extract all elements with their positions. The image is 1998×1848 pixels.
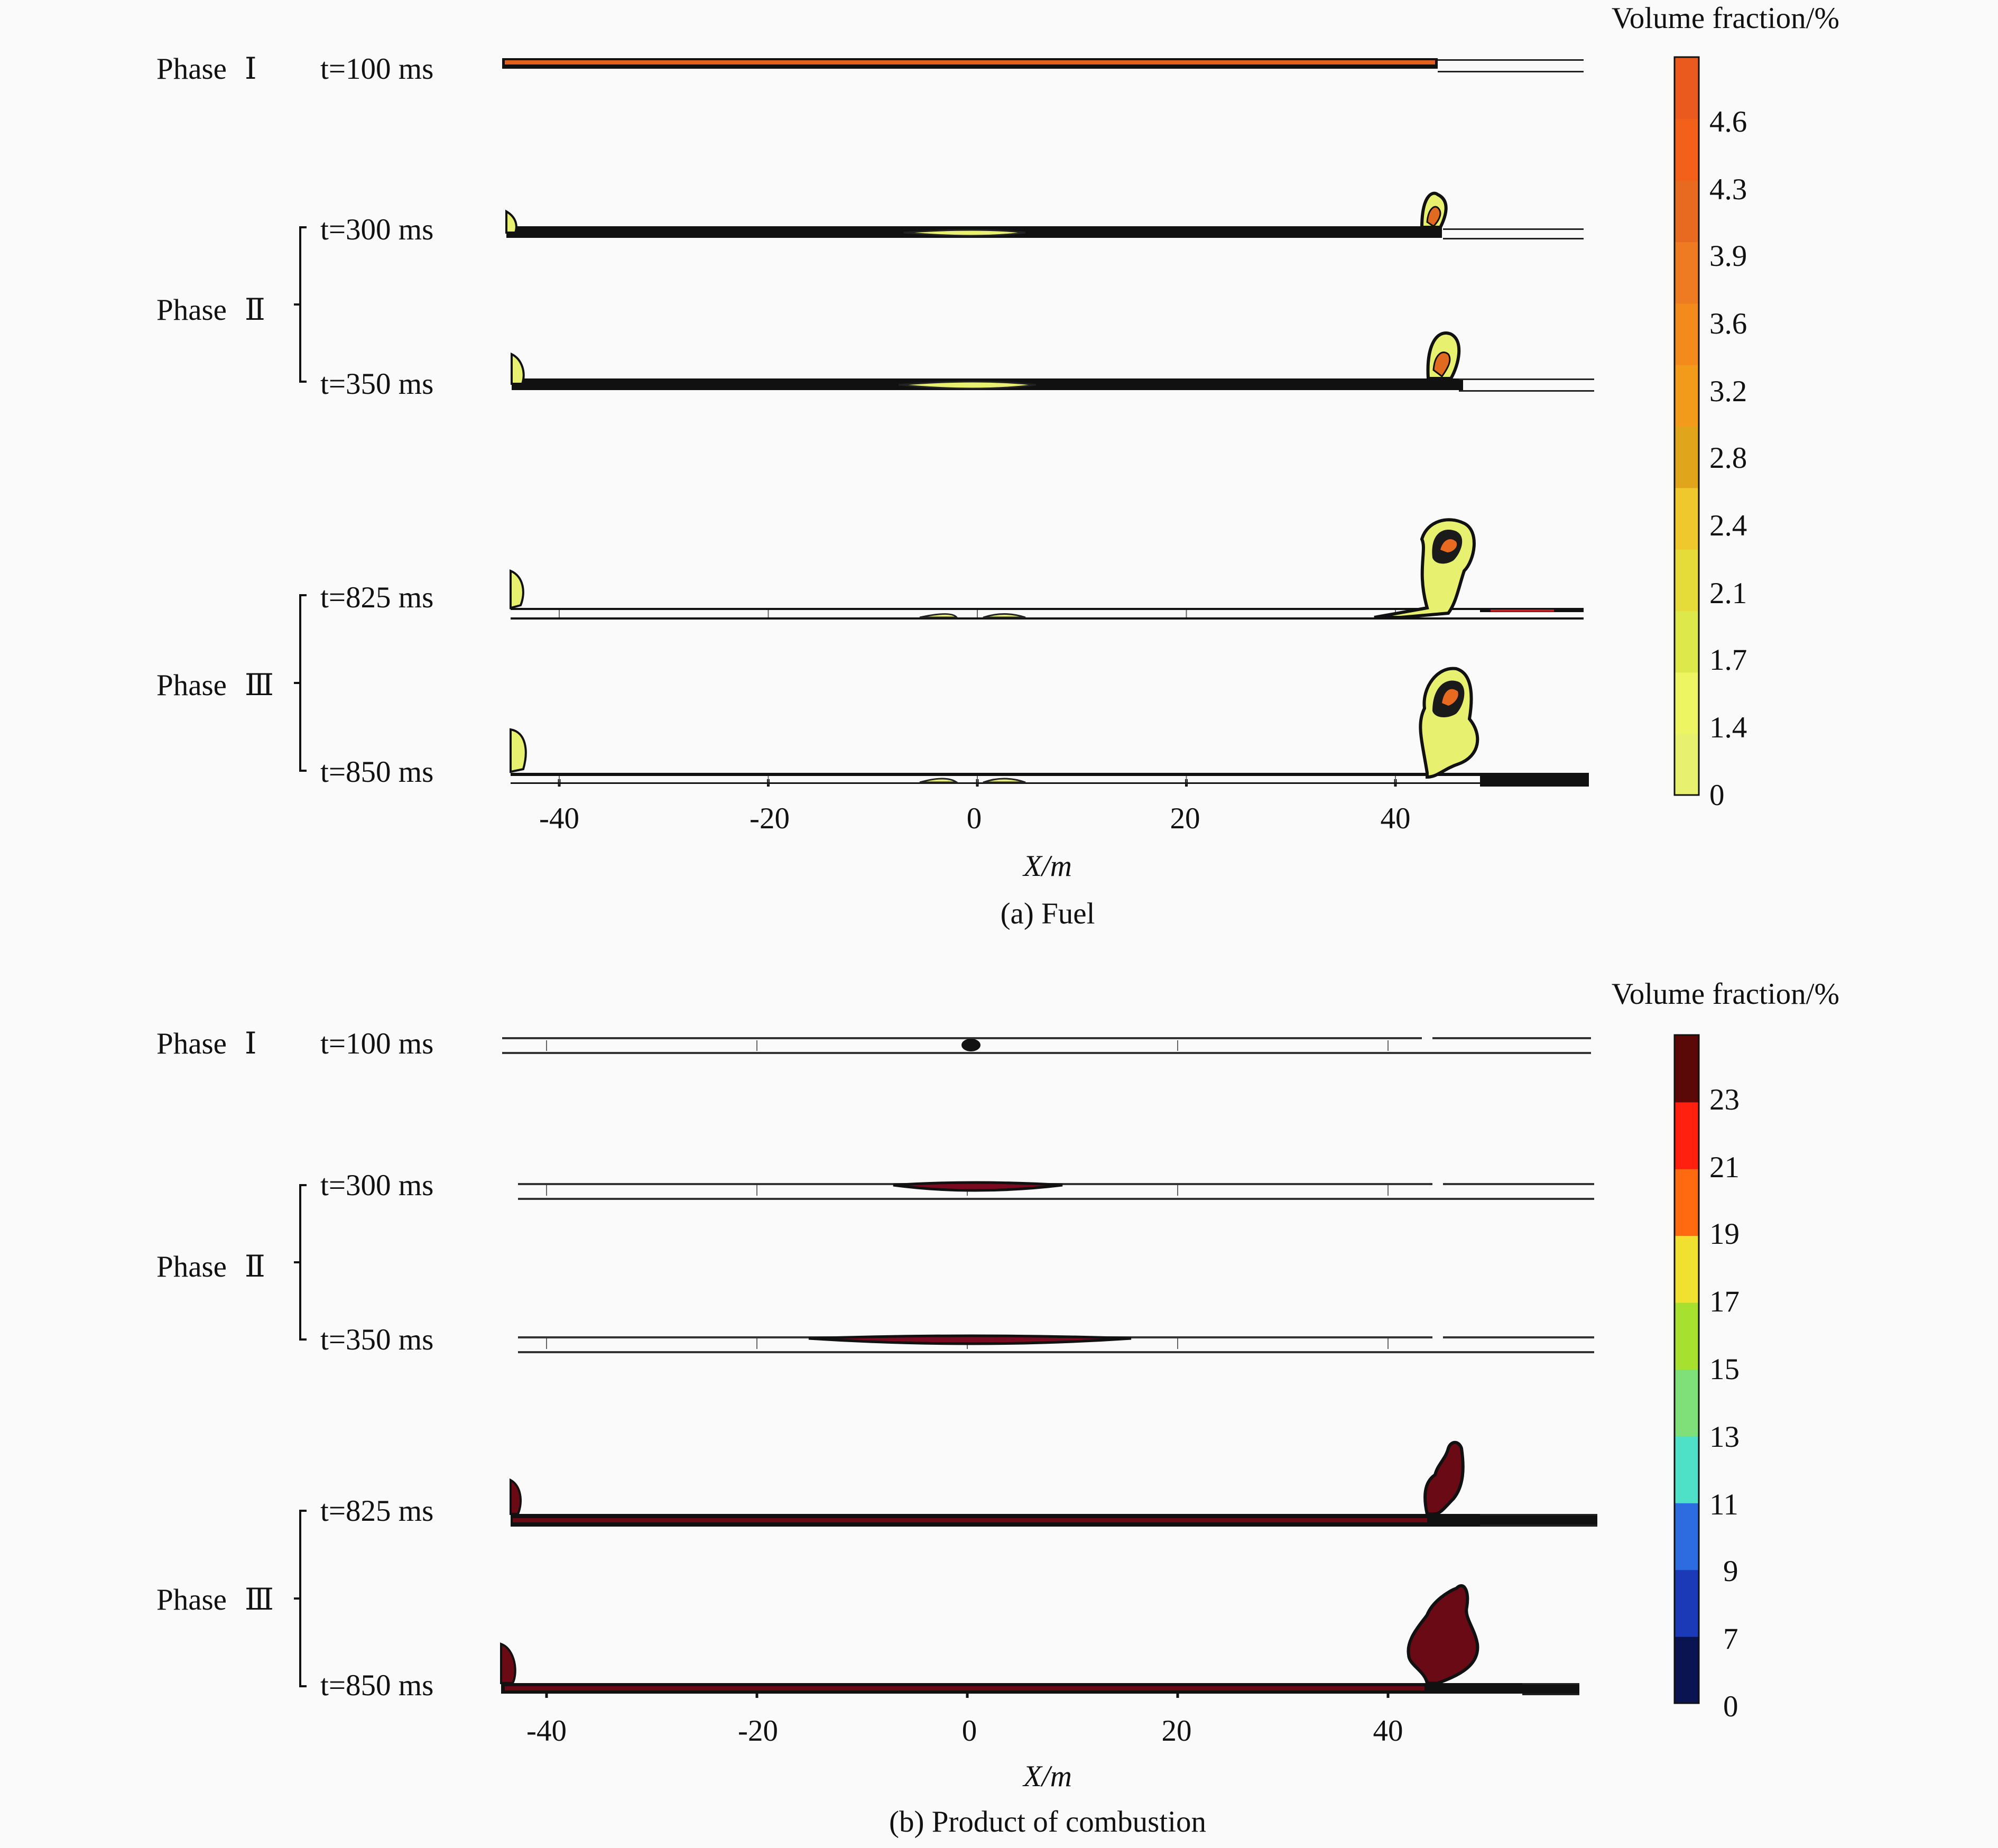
phase-label: Phase Ⅱ bbox=[156, 293, 265, 327]
colorbar-tick: 13 bbox=[1709, 1420, 1740, 1454]
colorbar-tick: 11 bbox=[1709, 1488, 1738, 1521]
phase-label: Phase Ⅱ bbox=[156, 1250, 265, 1283]
colorbar-tick: 17 bbox=[1709, 1285, 1740, 1318]
x-tick-label: 0 bbox=[966, 802, 982, 835]
colorbar-tick: 4.6 bbox=[1709, 105, 1747, 138]
colorbar-tick: 21 bbox=[1709, 1151, 1740, 1184]
colorbar-segment bbox=[1675, 1369, 1699, 1437]
colorbar-segment bbox=[1675, 1569, 1699, 1637]
colorbar-tick: 9 bbox=[1723, 1555, 1738, 1588]
colorbar-segment bbox=[1675, 487, 1699, 550]
colorbar-segment bbox=[1675, 1235, 1699, 1303]
time-label: t=350 ms bbox=[320, 367, 434, 401]
x-tick-label: -40 bbox=[526, 1714, 567, 1748]
x-tick-label: 20 bbox=[1170, 802, 1200, 835]
colorbar-segment bbox=[1675, 1102, 1699, 1169]
colorbar-segment bbox=[1675, 1502, 1699, 1570]
time-label: t=300 ms bbox=[320, 1169, 434, 1202]
colorbar-tick: 19 bbox=[1709, 1217, 1740, 1251]
colorbar-frame bbox=[1673, 1034, 1700, 1704]
x-tick-label: 0 bbox=[961, 1714, 977, 1748]
colorbar-tick: 3.6 bbox=[1709, 307, 1747, 340]
time-label: t=825 ms bbox=[320, 581, 434, 614]
colorbar-segment bbox=[1675, 180, 1699, 242]
colorbar-tick: 3.2 bbox=[1709, 375, 1747, 408]
phase-label: Phase Ⅲ bbox=[156, 669, 274, 702]
x-tick-label: 20 bbox=[1161, 1714, 1192, 1748]
strip-fuel-825 bbox=[510, 518, 1584, 620]
phase-bracket bbox=[294, 594, 307, 772]
colorbar-segment bbox=[1675, 611, 1699, 673]
x-axis-label: X/m bbox=[1023, 849, 1072, 883]
strip-product-100 bbox=[502, 1037, 1591, 1054]
colorbar-segment bbox=[1675, 303, 1699, 365]
time-label: t=300 ms bbox=[320, 213, 434, 246]
time-label: t=850 ms bbox=[320, 755, 434, 789]
x-tick-label: -40 bbox=[539, 802, 579, 835]
time-label: t=825 ms bbox=[320, 1494, 434, 1528]
colorbar-segment bbox=[1675, 57, 1699, 119]
colorbar-title: Volume fraction/% bbox=[1611, 2, 1839, 35]
strip-fuel-350 bbox=[511, 331, 1594, 392]
x-tick-label: 40 bbox=[1373, 1714, 1403, 1748]
colorbar-segment bbox=[1675, 242, 1699, 304]
colorbar-segment bbox=[1675, 1636, 1699, 1704]
colorbar-segment bbox=[1675, 1436, 1699, 1503]
colorbar-title: Volume fraction/% bbox=[1611, 977, 1839, 1011]
colorbar-tick: 3.9 bbox=[1709, 239, 1747, 273]
phase-bracket bbox=[294, 226, 307, 383]
phase-label: Phase Ⅰ bbox=[156, 1027, 257, 1060]
strip-fuel-850 bbox=[510, 667, 1589, 787]
time-label: t=100 ms bbox=[320, 52, 434, 86]
x-axis-label: X/m bbox=[1023, 1760, 1072, 1793]
phase-label: Phase Ⅰ bbox=[156, 52, 257, 86]
colorbar-tick: 1.4 bbox=[1709, 711, 1747, 744]
phase-bracket bbox=[294, 1510, 307, 1687]
time-label: t=100 ms bbox=[320, 1027, 434, 1060]
strip-product-850 bbox=[500, 1584, 1579, 1695]
phase-bracket bbox=[294, 1184, 307, 1341]
colorbar-tick: 0 bbox=[1709, 779, 1725, 812]
colorbar-tick: 2.8 bbox=[1709, 441, 1747, 475]
x-tick-label: -20 bbox=[750, 802, 790, 835]
colorbar-tick: 4.3 bbox=[1709, 173, 1747, 206]
x-tick-label: -20 bbox=[738, 1714, 778, 1748]
time-label: t=850 ms bbox=[320, 1669, 434, 1702]
strip-fuel-100 bbox=[502, 58, 1584, 72]
panel-caption: (b) Product of combustion bbox=[889, 1805, 1206, 1838]
colorbar-segment bbox=[1675, 549, 1699, 611]
colorbar-segment bbox=[1675, 1035, 1699, 1103]
panel-caption: (a) Fuel bbox=[1000, 897, 1095, 930]
strip-product-825 bbox=[510, 1440, 1597, 1527]
colorbar-segment bbox=[1675, 672, 1699, 734]
phase-label: Phase Ⅲ bbox=[156, 1583, 274, 1616]
colorbar-segment bbox=[1675, 118, 1699, 181]
time-label: t=350 ms bbox=[320, 1323, 434, 1356]
colorbar-tick: 2.4 bbox=[1709, 509, 1747, 542]
colorbar-frame bbox=[1673, 56, 1700, 796]
colorbar-tick: 0 bbox=[1723, 1690, 1738, 1723]
colorbar-segment bbox=[1675, 733, 1699, 796]
colorbar-tick: 1.7 bbox=[1709, 643, 1747, 677]
colorbar-tick: 15 bbox=[1709, 1353, 1740, 1386]
colorbar-tick: 2.1 bbox=[1709, 577, 1747, 610]
strip-product-350 bbox=[518, 1334, 1594, 1353]
colorbar-tick: 7 bbox=[1723, 1622, 1738, 1656]
colorbar-tick: 23 bbox=[1709, 1083, 1740, 1116]
colorbar-segment bbox=[1675, 1168, 1699, 1236]
strip-product-300 bbox=[518, 1181, 1594, 1200]
colorbar-segment bbox=[1675, 364, 1699, 427]
x-tick-label: 40 bbox=[1380, 802, 1411, 835]
strip-fuel-300 bbox=[505, 191, 1584, 239]
colorbar-segment bbox=[1675, 1302, 1699, 1370]
colorbar-segment bbox=[1675, 426, 1699, 488]
